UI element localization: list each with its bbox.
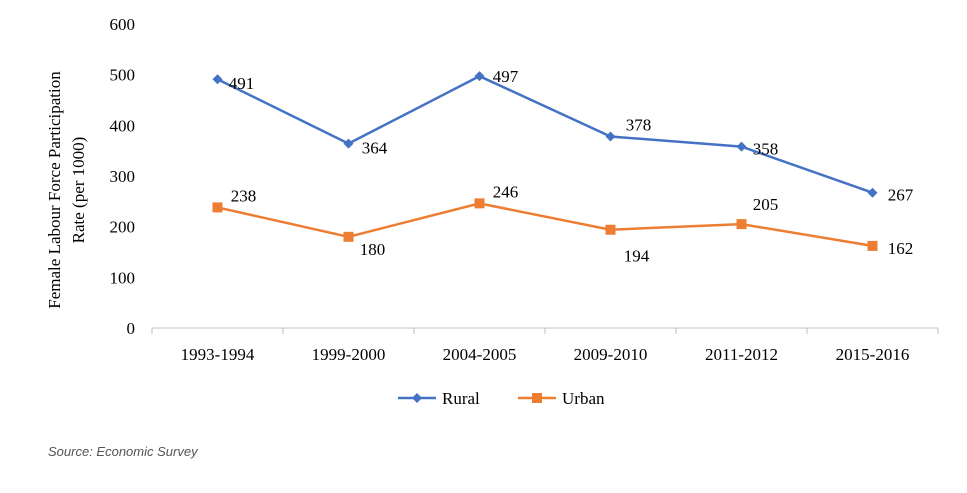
- y-tick-label: 300: [110, 167, 136, 186]
- x-tick-label: 2004-2005: [443, 345, 517, 364]
- data-point-square: [605, 224, 616, 235]
- data-point-square: [736, 219, 747, 230]
- data-point-square: [474, 198, 485, 209]
- data-point-diamond: [867, 187, 878, 198]
- data-point-diamond: [412, 393, 422, 403]
- data-label: 491: [229, 74, 255, 93]
- y-tick-label: 500: [110, 66, 136, 85]
- data-label: 162: [888, 239, 914, 258]
- data-label: 364: [362, 139, 388, 158]
- series-urban: 238 180 246 194 205 162: [212, 182, 914, 266]
- data-point-square: [343, 231, 354, 242]
- x-axis-ticks: 1993-1994 1999-2000 2004-2005 2009-2010 2011…: [151, 328, 939, 364]
- data-point-diamond: [605, 131, 616, 142]
- x-tick-label: 2009-2010: [574, 345, 648, 364]
- series-line: [216, 74, 873, 194]
- data-label: 194: [624, 247, 650, 266]
- x-tick-label: 2011-2012: [705, 345, 778, 364]
- legend-item-rural: Rural: [398, 389, 480, 408]
- data-point-diamond: [343, 138, 354, 149]
- data-label: 358: [753, 140, 779, 159]
- data-point-square: [867, 240, 878, 251]
- x-tick-label: 2015-2016: [836, 345, 910, 364]
- data-point-diamond: [212, 74, 223, 85]
- legend: Rural Urban: [398, 389, 605, 408]
- data-label: 238: [231, 186, 257, 205]
- x-tick-label: 1999-2000: [312, 345, 386, 364]
- series-layer: 491 364 497 378 358 267 238 180 246 194 205 162: [212, 67, 914, 266]
- legend-label: Rural: [442, 389, 480, 408]
- y-tick-label: 200: [110, 218, 136, 237]
- data-point-diamond: [474, 71, 485, 82]
- source-note: Source: Economic Survey: [48, 444, 198, 459]
- legend-item-urban: Urban: [518, 389, 605, 408]
- data-label: 378: [626, 115, 652, 134]
- series-line: [217, 202, 873, 248]
- y-axis-ticks: 0 100 200 300 400 500 600: [110, 15, 136, 338]
- y-tick-label: 0: [127, 319, 136, 338]
- y-axis-title: Female Labour Force Participation Rate (p…: [45, 71, 88, 309]
- y-tick-label: 400: [110, 116, 136, 135]
- legend-label: Urban: [562, 389, 605, 408]
- data-label: 267: [888, 186, 914, 205]
- data-label: 180: [360, 240, 386, 259]
- data-label: 246: [493, 182, 519, 201]
- y-axis-title-line: Female Labour Force Participation: [45, 71, 64, 309]
- series-rural: 491 364 497 378 358 267: [212, 67, 914, 205]
- data-label: 205: [753, 195, 779, 214]
- y-axis-title-line: Rate (per 1000): [69, 137, 88, 244]
- data-point-square: [532, 393, 542, 403]
- y-tick-label: 600: [110, 15, 136, 34]
- y-tick-label: 100: [110, 268, 136, 287]
- data-point-square: [212, 202, 223, 213]
- data-point-diamond: [736, 141, 747, 152]
- data-label: 497: [493, 67, 519, 86]
- x-tick-label: 1993-1994: [181, 345, 255, 364]
